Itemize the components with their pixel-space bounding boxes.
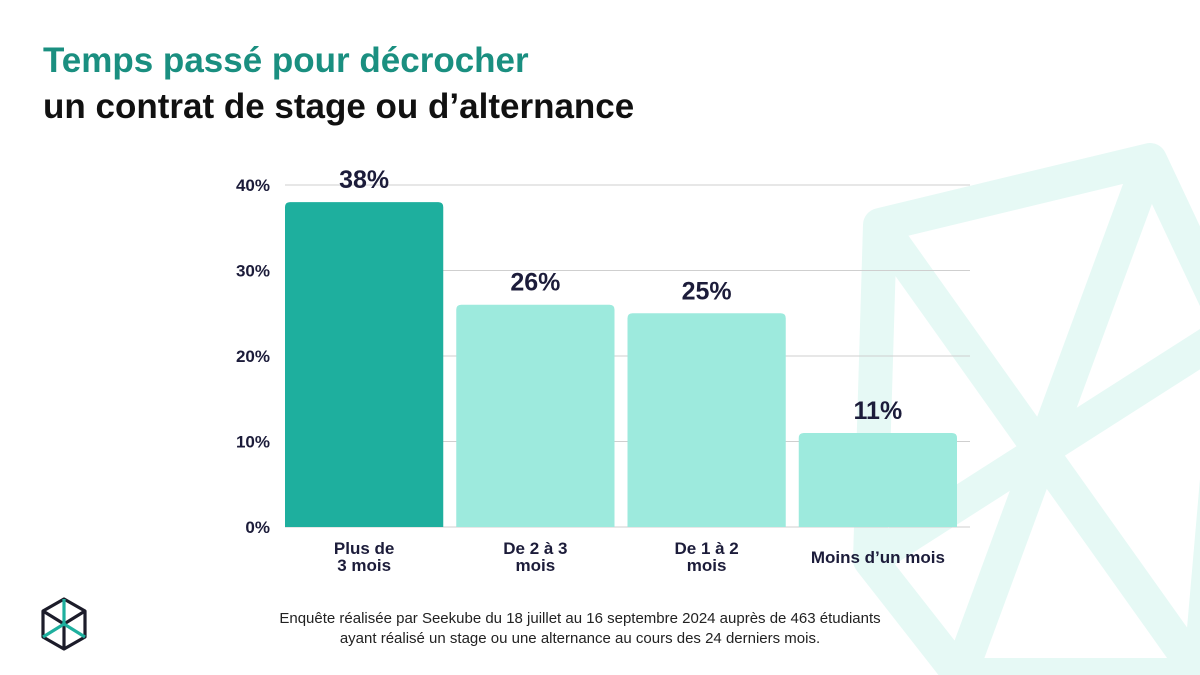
- x-category-label: De 2 à 3: [503, 539, 567, 558]
- y-tick-label: 20%: [236, 347, 270, 366]
- footnote: Enquête réalisée par Seekube du 18 juill…: [200, 609, 960, 649]
- y-tick-label: 30%: [236, 262, 270, 281]
- bar: [627, 313, 786, 527]
- x-category-label: Plus de: [334, 539, 394, 558]
- footnote-line-2: ayant réalisé un stage ou une alternance…: [339, 630, 821, 647]
- cube-icon: [41, 597, 87, 651]
- title-line-1: Temps passé pour décrocher: [43, 41, 529, 80]
- x-category-label: 3 mois: [337, 556, 391, 575]
- x-category-label: De 1 à 2: [674, 539, 738, 558]
- bar: [285, 202, 444, 527]
- bar-value-label: 11%: [854, 397, 903, 425]
- y-tick-label: 0%: [245, 518, 270, 537]
- bar: [798, 432, 957, 527]
- bar: [456, 304, 615, 527]
- x-category-label: mois: [687, 556, 727, 575]
- title-line-2: un contrat de stage ou d’alternance: [43, 87, 635, 126]
- bar-value-label: 38%: [339, 166, 389, 194]
- y-tick-label: 40%: [236, 176, 270, 195]
- footnote-line-1: Enquête réalisée par Seekube du 18 juill…: [279, 610, 881, 627]
- chart-title: Temps passé pour décrocher un contrat de…: [43, 38, 634, 130]
- bar-value-label: 26%: [510, 269, 560, 297]
- x-category-label: Moins d’un mois: [811, 548, 945, 567]
- y-tick-label: 10%: [236, 433, 270, 452]
- bar-value-label: 25%: [682, 277, 732, 305]
- x-category-label: mois: [516, 556, 556, 575]
